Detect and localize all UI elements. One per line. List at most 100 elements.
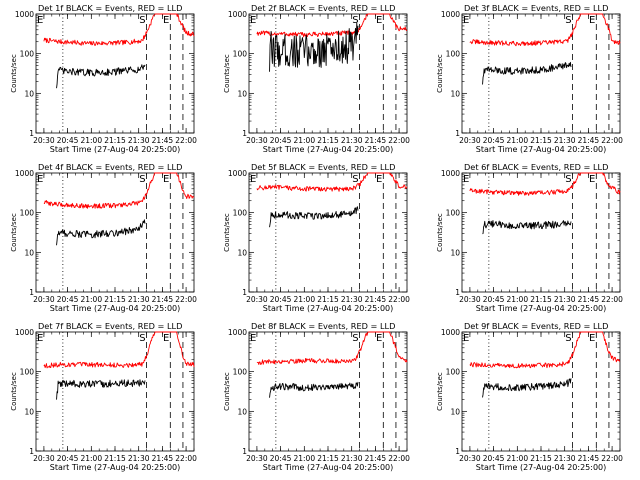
x-tick-label: 21:00 <box>80 295 102 304</box>
panel-title: Det 7f BLACK = Events, RED = LLD <box>38 321 182 331</box>
marker-label: E <box>376 333 382 344</box>
corner-label: E <box>37 15 43 26</box>
panel-title: Det 6f BLACK = Events, RED = LLD <box>464 162 608 172</box>
x-tick-label: 21:15 <box>104 136 126 145</box>
x-tick-label: 20:30 <box>246 295 268 304</box>
x-axis-label: Start Time (27-Aug-04 20:25:00) <box>476 304 607 313</box>
x-tick-label: 20:30 <box>33 295 55 304</box>
x-tick-label: 22:00 <box>175 136 197 145</box>
panel-title: Det 9f BLACK = Events, RED = LLD <box>464 321 608 331</box>
x-tick-label: 21:00 <box>293 136 315 145</box>
panel-title: Det 4f BLACK = Events, RED = LLD <box>38 162 182 172</box>
corner-label: E <box>250 333 256 344</box>
y-tick-label: 1 <box>242 447 247 456</box>
y-tick-label: 1000 <box>228 328 247 337</box>
marker-label: S <box>352 333 358 344</box>
x-tick-label: 21:45 <box>365 136 387 145</box>
y-axis-label: Counts/sec <box>223 372 231 411</box>
y-tick-label: 1000 <box>228 10 247 19</box>
x-tick-label: 22:00 <box>601 295 623 304</box>
marker-label: E <box>163 15 169 26</box>
y-tick-label: 100 <box>446 209 461 218</box>
x-tick-label: 21:30 <box>128 295 150 304</box>
y-axis-label: Counts/sec <box>223 54 231 93</box>
lld-series-line <box>469 13 621 47</box>
y-axis-label: Counts/sec <box>223 213 231 252</box>
x-tick-label: 21:30 <box>128 454 150 463</box>
y-tick-label: 100 <box>233 50 248 59</box>
events-series-line <box>269 206 359 228</box>
marker-label: E <box>589 174 595 185</box>
x-tick-label: 20:45 <box>57 454 79 463</box>
chart-panel: Det 6f BLACK = Events, RED = LLD 1 10 100 10… <box>436 162 623 313</box>
x-tick-label: 21:15 <box>530 295 552 304</box>
x-tick-label: 21:15 <box>317 136 339 145</box>
y-tick-label: 100 <box>233 368 248 377</box>
lld-series-line <box>256 172 408 192</box>
lld-series-line <box>469 331 621 369</box>
y-tick-label: 100 <box>20 368 35 377</box>
x-tick-label: 21:15 <box>104 454 126 463</box>
marker-label: S <box>139 15 145 26</box>
x-tick-label: 21:00 <box>293 454 315 463</box>
x-tick-label: 21:00 <box>506 295 528 304</box>
marker-label: E <box>376 15 382 26</box>
y-axis-label: Counts/sec <box>10 54 18 93</box>
x-tick-label: 20:45 <box>483 295 505 304</box>
x-tick-label: 21:45 <box>152 454 174 463</box>
x-tick-label: 21:00 <box>293 295 315 304</box>
corner-label: E <box>463 15 469 26</box>
x-tick-label: 20:30 <box>33 454 55 463</box>
y-axis-label: Counts/sec <box>436 54 444 93</box>
x-tick-label: 20:45 <box>270 136 292 145</box>
x-tick-label: 22:00 <box>388 454 410 463</box>
y-axis-label: Counts/sec <box>10 213 18 252</box>
x-tick-label: 21:45 <box>578 454 600 463</box>
x-tick-label: 21:15 <box>530 454 552 463</box>
y-tick-label: 1000 <box>15 169 34 178</box>
events-series-line <box>269 381 359 398</box>
panel-title: Det 3f BLACK = Events, RED = LLD <box>464 3 608 13</box>
y-tick-label: 100 <box>20 209 35 218</box>
y-tick-label: 1 <box>455 288 460 297</box>
x-tick-label: 20:30 <box>459 454 481 463</box>
events-series-line <box>482 61 572 85</box>
x-tick-label: 22:00 <box>175 295 197 304</box>
y-tick-label: 1000 <box>15 328 34 337</box>
lld-series-line <box>43 13 195 47</box>
x-tick-label: 20:45 <box>270 295 292 304</box>
x-tick-label: 20:45 <box>483 136 505 145</box>
x-tick-label: 20:45 <box>270 454 292 463</box>
x-tick-label: 20:45 <box>57 295 79 304</box>
lld-series-line <box>256 13 408 38</box>
marker-label: S <box>139 333 145 344</box>
x-axis-label: Start Time (27-Aug-04 20:25:00) <box>263 145 394 154</box>
marker-label: E <box>589 15 595 26</box>
x-tick-label: 21:00 <box>80 454 102 463</box>
x-tick-label: 22:00 <box>388 295 410 304</box>
y-tick-label: 100 <box>20 50 35 59</box>
y-axis-label: Counts/sec <box>436 372 444 411</box>
x-tick-label: 21:15 <box>317 454 339 463</box>
y-tick-label: 1 <box>29 447 34 456</box>
panel-title: Det 8f BLACK = Events, RED = LLD <box>251 321 395 331</box>
y-axis-label: Counts/sec <box>436 213 444 252</box>
y-tick-label: 1 <box>242 129 247 138</box>
x-axis-label: Start Time (27-Aug-04 20:25:00) <box>50 463 181 472</box>
x-tick-label: 22:00 <box>175 454 197 463</box>
lld-series-line <box>43 172 195 209</box>
lld-series-line <box>469 172 621 196</box>
corner-label: E <box>250 15 256 26</box>
corner-label: E <box>37 174 43 185</box>
x-tick-label: 22:00 <box>601 454 623 463</box>
x-tick-label: 21:45 <box>152 136 174 145</box>
y-tick-label: 1 <box>455 447 460 456</box>
x-tick-label: 21:45 <box>365 295 387 304</box>
y-tick-label: 100 <box>446 368 461 377</box>
x-tick-label: 20:30 <box>459 136 481 145</box>
x-tick-label: 20:45 <box>483 454 505 463</box>
chart-panel: Det 5f BLACK = Events, RED = LLD 1 10 100 10… <box>223 162 410 313</box>
marker-label: S <box>352 15 358 26</box>
x-tick-label: 22:00 <box>388 136 410 145</box>
